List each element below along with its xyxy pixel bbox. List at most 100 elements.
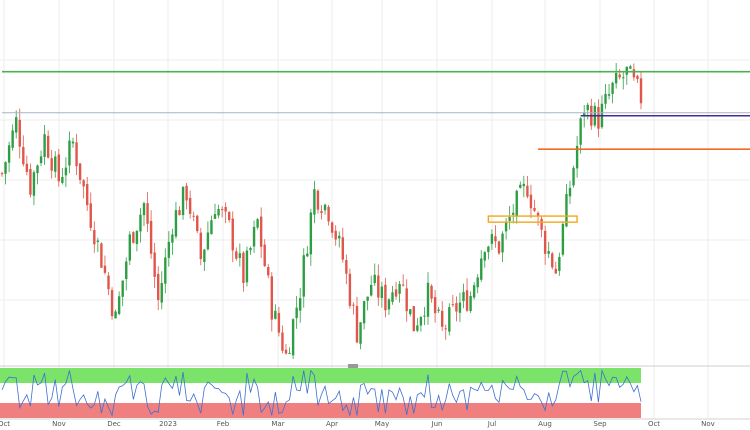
candle-body-26 [93,229,96,245]
candle-body-18 [64,167,68,176]
candle-body-72 [256,219,259,228]
candle-body-172 [611,82,614,94]
candle-body-58 [206,232,210,250]
candle-body-2 [7,145,11,163]
candle-body-153 [543,230,547,254]
candle-body-125 [444,328,447,330]
pane-resize-handle [348,364,358,368]
candle-body-92 [327,206,330,222]
candle-body-49 [174,210,178,237]
candle-body-27 [96,240,100,243]
candle-body-7 [25,163,29,172]
rsi-line [1,368,642,418]
x-tick-label: Jul [487,420,497,428]
candle-body-89 [316,190,320,210]
candle-body-8 [29,168,32,195]
candle-body-133 [472,285,476,298]
candle-body-59 [210,220,213,235]
candle-body-180 [639,78,643,104]
candle-body-132 [469,295,472,312]
candle-body-41 [146,203,149,224]
candle-body-97 [345,260,348,274]
candle-body-146 [519,184,522,188]
candle-body-141 [501,233,504,253]
x-tick-label: Sep [593,420,607,428]
candle-body-69 [245,250,249,283]
candle-body-46 [164,257,167,284]
candle-body-130 [462,292,465,302]
candle-body-30 [107,275,110,290]
candle-body-177 [629,66,632,69]
candle-body-94 [334,230,337,240]
candle-body-102 [362,301,366,324]
candle-body-24 [86,184,89,206]
candle-body-158 [561,223,565,255]
candle-body-54 [192,215,195,217]
candle-body-178 [632,69,636,78]
candle-body-0 [0,173,4,175]
candle-body-23 [82,180,85,187]
candle-body-95 [338,235,341,239]
candle-body-48 [171,234,174,243]
candle-body-56 [199,232,202,260]
candle-body-145 [515,190,518,216]
candle-body-71 [252,226,256,247]
candle-body-77 [274,310,277,319]
candle-body-66 [235,251,238,259]
candle-body-173 [614,72,618,84]
candle-body-63 [224,206,227,212]
candle-body-147 [522,183,526,187]
candle-body-47 [167,241,171,258]
candle-body-6 [22,146,25,165]
candle-body-9 [32,172,36,196]
x-tick-label: Feb [217,420,230,428]
candle-body-99 [352,304,355,306]
candle-body-51 [181,186,185,216]
candle-body-123 [437,309,440,311]
candle-body-139 [494,236,497,242]
candle-body-171 [607,94,611,96]
candle-body-162 [575,145,579,169]
candle-body-155 [551,253,554,268]
candle-body-11 [39,156,43,164]
candle-body-148 [526,185,529,197]
candle-body-93 [330,222,334,233]
candle-body-137 [487,246,490,253]
candle-body-113 [401,284,405,286]
candle-body-138 [490,234,494,244]
osc-zone-oversold [0,403,641,418]
candle-body-36 [128,234,131,261]
candle-body-65 [231,218,234,251]
candle-body-176 [625,66,628,75]
candle-body-150 [533,208,536,211]
candle-body-38 [135,230,139,245]
osc-zone-overbought [0,368,641,383]
candle-body-152 [540,218,543,230]
candle-body-118 [419,317,423,326]
candle-body-157 [558,256,561,271]
candle-body-19 [68,140,71,166]
candle-body-44 [157,273,160,300]
candle-body-103 [366,296,369,301]
candle-body-42 [149,220,153,254]
candle-body-120 [426,282,430,317]
candle-body-40 [142,203,146,216]
candle-body-21 [75,142,78,167]
x-tick-label: Oct [648,420,660,428]
candle-body-60 [213,214,217,219]
osc-neutral-band [0,383,641,403]
candle-body-29 [103,265,107,273]
candle-body-87 [309,212,313,255]
x-tick-label: Oct [0,420,10,428]
candle-body-4 [15,117,18,133]
candle-body-142 [504,222,508,232]
candle-body-10 [36,165,39,174]
candle-body-170 [604,93,607,104]
candle-body-55 [196,215,199,232]
candle-body-33 [117,296,121,315]
candle-body-88 [313,189,316,215]
candle-body-121 [430,285,433,299]
candle-body-43 [153,252,156,277]
candle-body-105 [373,274,376,284]
candle-body-154 [547,251,550,254]
